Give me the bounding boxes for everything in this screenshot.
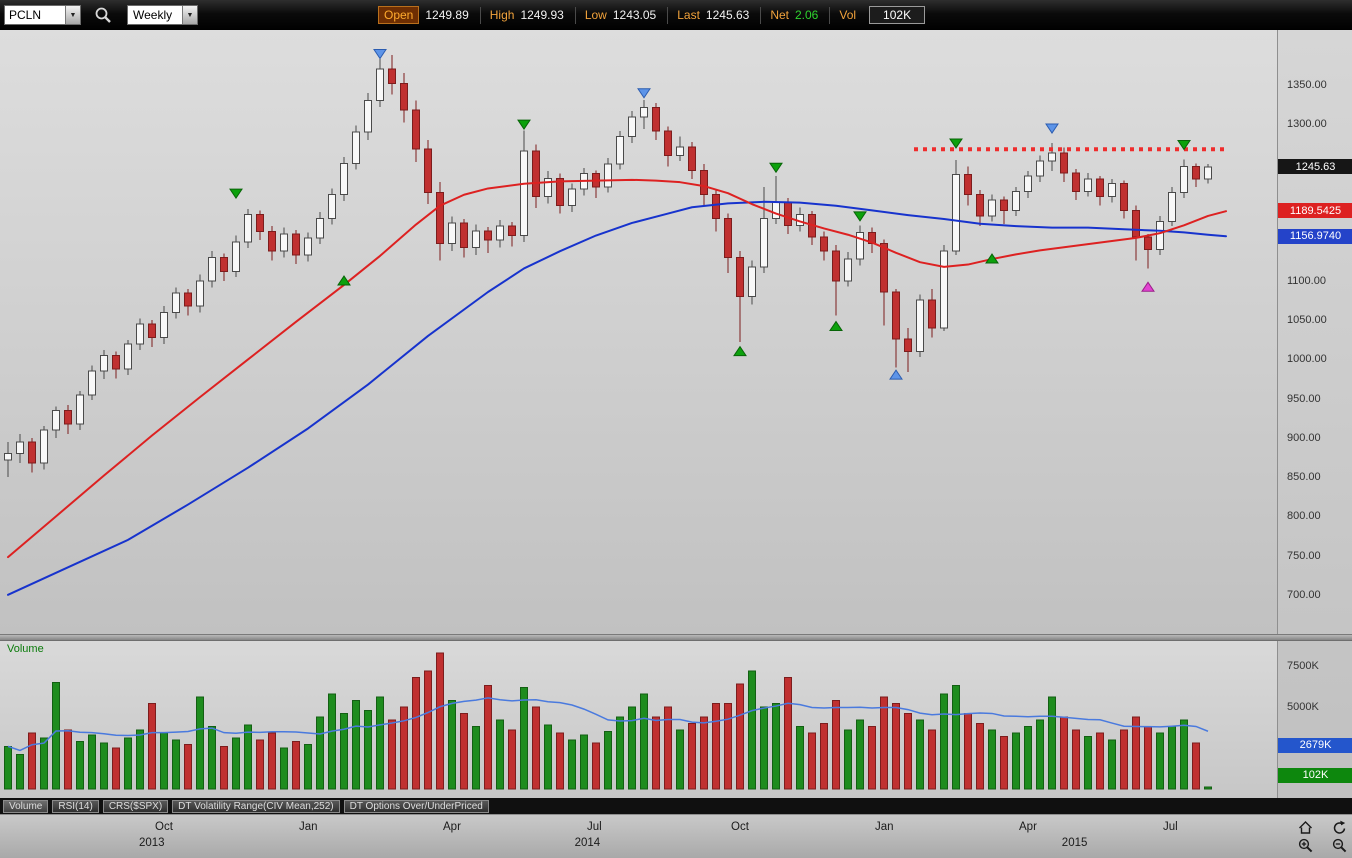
last-price-box: 1245.63: [1278, 159, 1352, 175]
price-tick-label: 1300.00: [1287, 118, 1327, 131]
slow-ma-line: [7, 200, 1227, 596]
pane-splitter-handle[interactable]: [0, 634, 1352, 641]
month-label: Jan: [875, 821, 894, 833]
net-value: 2.06: [795, 8, 819, 22]
green-down-triangle-marker: [769, 162, 783, 174]
open-value: 1249.89: [425, 8, 469, 22]
year-label: 2013: [139, 837, 165, 849]
high-label: High: [489, 8, 515, 22]
indicator-tab[interactable]: CRS($SPX): [102, 799, 169, 813]
blue-down-triangle-marker: [373, 49, 387, 60]
price-tick-label: 1350.00: [1287, 78, 1327, 91]
time-axis: Oct Jan Apr Jul Oct Jan Apr Jul 2013 2014 2015: [0, 814, 1352, 858]
toolbar: ▼ Weekly ▼ Open 1249.89 High 1249.93 Low…: [0, 0, 1352, 30]
quote-separator: [479, 6, 481, 24]
indicator-tab[interactable]: DT Options Over/UnderPriced: [343, 799, 489, 813]
home-icon: [1299, 821, 1312, 834]
volume-tick-label: 7500K: [1287, 660, 1319, 672]
zoom-in-icon: [1298, 838, 1313, 853]
vol-label: Vol: [839, 8, 857, 22]
price-tick-label: 800.00: [1287, 510, 1321, 523]
symbol-input[interactable]: [5, 6, 65, 24]
price-tick-label: 1100.00: [1287, 275, 1326, 287]
quote-separator: [829, 6, 831, 24]
quote-separator: [760, 6, 762, 24]
search-icon: [95, 7, 111, 23]
month-label: Jan: [299, 821, 318, 833]
period-dropdown-arrow-icon[interactable]: ▼: [182, 6, 197, 24]
high-value: 1249.93: [520, 8, 564, 22]
green-up-triangle-marker: [733, 345, 747, 357]
fast-ma-line: [7, 178, 1227, 559]
green-down-triangle-marker: [229, 188, 243, 200]
green-down-triangle-marker: [949, 138, 963, 149]
slow-ma-value-box: 1156.9740: [1278, 228, 1352, 244]
price-tick-label: 1000.00: [1287, 353, 1327, 366]
low-value: 1243.05: [612, 8, 657, 22]
volume-chart[interactable]: [0, 641, 1277, 798]
indicator-tabbar: Volume RSI(14) CRS($SPX) DT Volatility Rang…: [0, 798, 1352, 814]
fast-ma-value-box: 1189.5425: [1278, 203, 1352, 219]
indicator-tab[interactable]: DT Volatility Range(CIV Mean,252): [172, 799, 340, 813]
quote-separator: [574, 6, 576, 24]
open-label: Open: [378, 6, 420, 24]
price-tick-label: 850.00: [1287, 471, 1321, 484]
month-label: Jul: [587, 821, 602, 833]
price-tick-label: 900.00: [1287, 431, 1321, 444]
blue-down-triangle-marker: [637, 88, 651, 99]
last-label: Last: [677, 8, 700, 22]
magenta-up-triangle-marker: [1141, 281, 1155, 292]
zoom-out-button[interactable]: [1332, 838, 1347, 853]
green-up-triangle-marker: [337, 275, 351, 286]
indicator-tab[interactable]: Volume: [3, 799, 49, 813]
green-up-triangle-marker: [829, 320, 843, 332]
volume-tick-label: 5000K: [1287, 701, 1319, 713]
month-label: Apr: [443, 821, 461, 833]
volume-ma-value-box: 2679K: [1278, 737, 1352, 753]
volume-last-box: 102K: [1278, 767, 1352, 783]
price-chart[interactable]: [0, 30, 1277, 634]
undo-arrow-icon: [1333, 820, 1346, 834]
volume-bars-layer: [4, 652, 1212, 790]
green-down-triangle-marker: [517, 119, 531, 131]
price-tick-label: 700.00: [1287, 588, 1321, 601]
quote-separator: [667, 6, 669, 24]
volume-ma-line: [7, 697, 1209, 752]
month-label: Oct: [731, 821, 749, 833]
volume-pane-title: Volume: [7, 643, 44, 655]
candles-layer: [4, 49, 1212, 478]
vol-value-box: 102K: [869, 6, 926, 24]
chart-nav-controls: [1298, 820, 1347, 853]
price-tick-label: 1050.00: [1287, 314, 1327, 327]
green-up-triangle-marker: [985, 253, 999, 264]
reset-view-button[interactable]: [1332, 820, 1347, 835]
low-label: Low: [584, 8, 607, 22]
month-label: Oct: [155, 821, 173, 833]
indicator-tab[interactable]: RSI(14): [52, 799, 99, 813]
blue-up-triangle-marker: [889, 369, 903, 380]
quote-bar: Open 1249.89 High 1249.93 Low 1243.05 La…: [378, 0, 926, 30]
month-label: Jul: [1163, 821, 1178, 833]
year-label: 2014: [574, 837, 601, 849]
blue-down-triangle-marker: [1045, 123, 1059, 134]
month-label: Apr: [1019, 821, 1037, 833]
home-button[interactable]: [1298, 820, 1313, 835]
green-down-triangle-marker: [1177, 140, 1191, 151]
price-tick-label: 950.00: [1287, 392, 1321, 405]
price-tick-label: 750.00: [1287, 549, 1321, 562]
zoom-in-button[interactable]: [1298, 838, 1313, 853]
zoom-out-icon: [1332, 838, 1347, 853]
period-value: Weekly: [128, 6, 182, 24]
period-combo[interactable]: Weekly ▼: [127, 5, 198, 25]
net-label: Net: [770, 8, 789, 22]
price-axis: 1350.00 1300.00 1100.00 1050.00 1000.00 950.0…: [1277, 30, 1352, 798]
symbol-combo[interactable]: ▼: [4, 5, 81, 25]
symbol-dropdown-arrow-icon[interactable]: ▼: [65, 6, 80, 24]
last-value: 1245.63: [705, 8, 750, 22]
green-down-triangle-marker: [853, 211, 867, 222]
year-label: 2015: [1061, 837, 1088, 849]
search-button[interactable]: [94, 6, 112, 24]
